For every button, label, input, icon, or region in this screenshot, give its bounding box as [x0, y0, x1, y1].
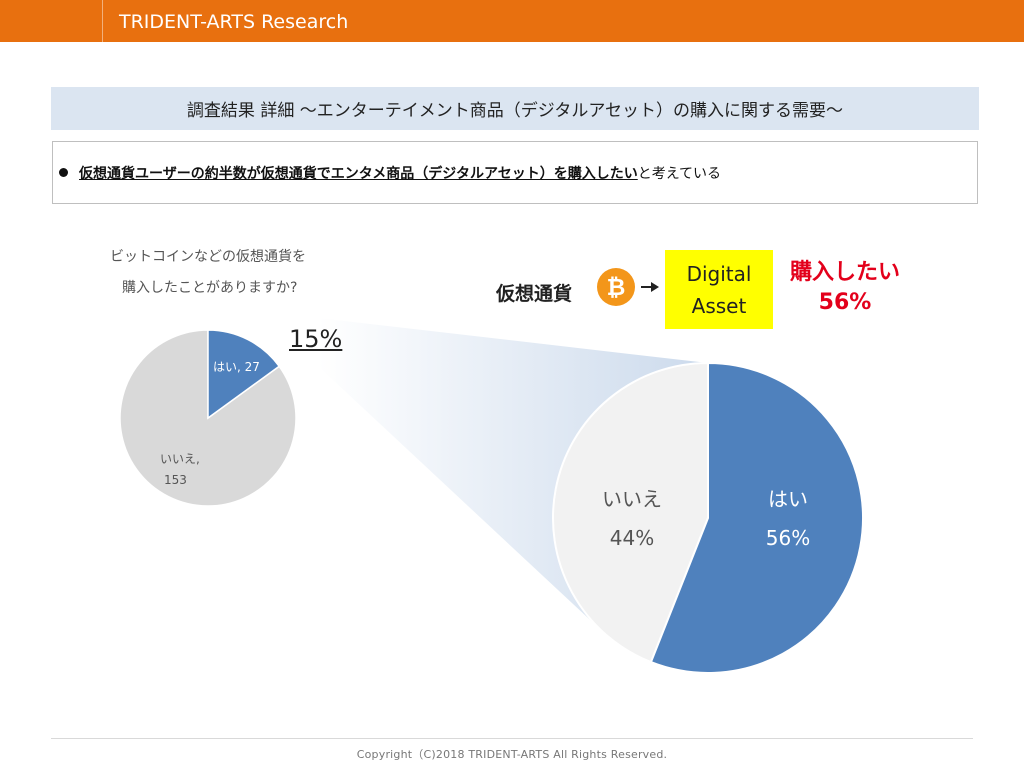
big-pie-label-no-pct: 44%	[610, 526, 654, 550]
yes-share-label: 15%	[289, 325, 343, 353]
header-title: TRIDENT-ARTS Research	[119, 11, 349, 33]
page-title: 調査結果 詳細 ～エンターテイメント商品（デジタルアセット）の購入に関する需要～	[51, 87, 979, 130]
digital-asset-box: Digital Asset	[665, 250, 773, 329]
footer-divider	[51, 738, 973, 739]
pie-label-no: いいえ,	[160, 452, 200, 466]
big-pie-label-yes: はい	[768, 487, 808, 511]
buy-intent-label: 購入したい 56%	[770, 258, 920, 318]
crypto-label: 仮想通貨	[496, 283, 573, 305]
summary-box: 仮想通貨ユーザーの約半数が仮想通貨でエンタメ商品（デジタルアセット）を購入したい…	[52, 141, 978, 204]
digital-asset-line2: Asset	[691, 293, 747, 318]
big-pie-label-no: いいえ	[602, 487, 662, 511]
chart-question-line1: ビットコインなどの仮想通貨を	[110, 249, 306, 265]
bullet-icon	[59, 168, 68, 177]
big-pie-label-yes-pct: 56%	[766, 526, 810, 550]
summary-rest: と考えている	[637, 165, 722, 182]
bitcoin-icon: ₿	[597, 268, 635, 306]
header-divider	[102, 0, 103, 42]
chart-question-line2: 購入したことがありますか?	[122, 280, 298, 296]
footer-copyright: Copyright（C)2018 TRIDENT-ARTS All Rights…	[356, 748, 668, 761]
pie-label-yes: はい, 27	[213, 360, 260, 374]
buy-intent-line1: 購入したい	[789, 260, 900, 285]
big-pie-slice-no	[552, 361, 709, 664]
summary-strong: 仮想通貨ユーザーの約半数が仮想通貨でエンタメ商品（デジタルアセット）を購入したい	[79, 165, 638, 182]
pie-slice-yes	[207, 329, 281, 420]
buy-intent-line2: 56%	[818, 290, 872, 315]
summary-text: 仮想通貨ユーザーの約半数が仮想通貨でエンタメ商品（デジタルアセット）を購入したい…	[79, 163, 721, 183]
pie-label-no-value: 153	[164, 473, 187, 487]
digital-asset-line1: Digital	[686, 261, 752, 286]
arrow-right-icon	[641, 282, 659, 292]
big-pie-slice-yes	[649, 361, 864, 674]
header-bar: TRIDENT-ARTS Research	[0, 0, 1024, 42]
